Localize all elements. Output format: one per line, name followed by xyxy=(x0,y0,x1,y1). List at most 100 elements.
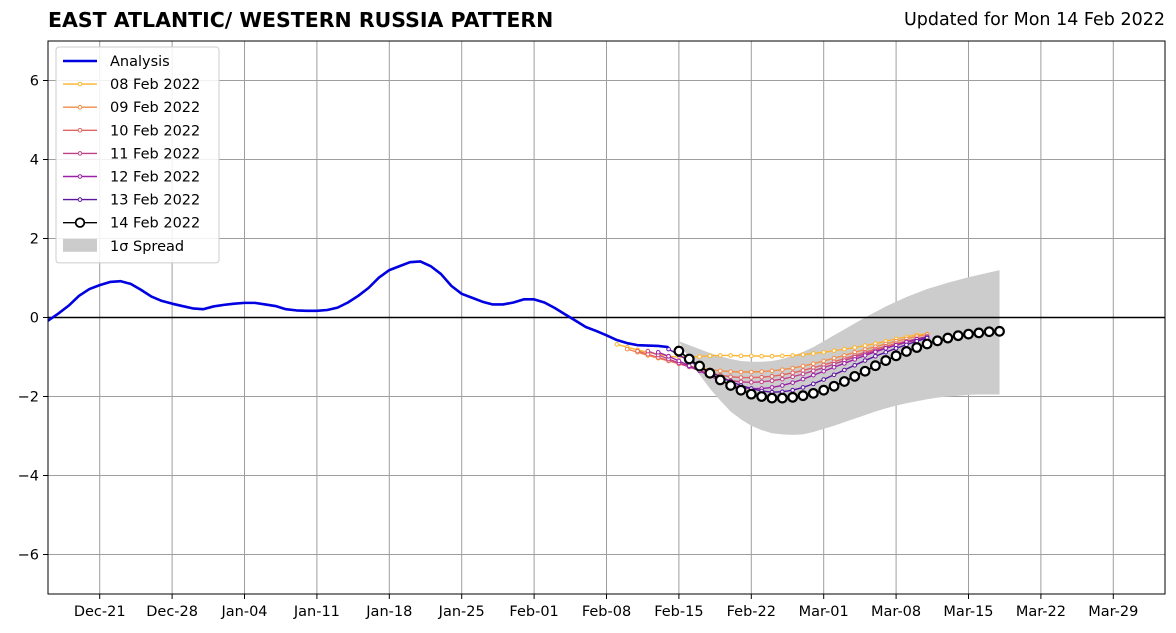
y-tick-label: 0 xyxy=(30,311,39,327)
series-point xyxy=(728,369,733,374)
series-point xyxy=(769,353,775,359)
series-point xyxy=(694,360,705,372)
legend-entry: 14 Feb 2022 xyxy=(63,216,200,232)
series-point xyxy=(748,379,754,385)
series-point xyxy=(849,370,861,382)
legend-marker xyxy=(74,217,86,228)
series-point xyxy=(800,376,806,382)
series-point xyxy=(859,365,871,377)
series-point xyxy=(759,369,764,374)
series-point xyxy=(821,377,826,382)
x-tick-label: Jan-04 xyxy=(220,604,267,620)
series-point xyxy=(811,361,816,367)
series-point xyxy=(714,374,726,386)
series-point xyxy=(769,374,775,379)
series-point xyxy=(818,384,830,396)
series-14-feb-2022 xyxy=(673,325,1005,404)
series-point xyxy=(973,327,985,339)
series-point xyxy=(686,363,692,368)
legend-label: 11 Feb 2022 xyxy=(110,146,200,162)
series-point xyxy=(738,375,744,380)
series-point xyxy=(862,343,868,348)
y-tick-label: 6 xyxy=(30,74,39,90)
series-point xyxy=(921,338,933,350)
series-point xyxy=(890,350,902,362)
series-point xyxy=(756,391,768,402)
series-point xyxy=(683,353,695,365)
series-point xyxy=(811,372,816,378)
legend-entry: 10 Feb 2022 xyxy=(63,123,200,139)
series-point xyxy=(932,335,943,347)
x-tick-label: Feb-08 xyxy=(582,604,631,620)
x-tick-label: Feb-22 xyxy=(727,604,776,620)
series-point xyxy=(728,374,733,380)
series-point xyxy=(748,353,754,359)
series-point xyxy=(852,357,858,362)
x-tick-label: Mar-08 xyxy=(871,604,921,620)
series-point xyxy=(769,368,775,374)
series-point xyxy=(780,367,785,372)
series-point xyxy=(852,345,858,350)
series-point xyxy=(780,376,785,382)
series-point xyxy=(838,376,850,387)
series-point xyxy=(983,326,995,338)
legend-entry: 13 Feb 2022 xyxy=(63,193,200,209)
series-point xyxy=(800,385,806,390)
legend-label: 1σ Spread xyxy=(110,239,184,255)
series-point xyxy=(883,346,889,351)
spread-band xyxy=(678,270,1000,435)
x-tick-label: Feb-15 xyxy=(654,604,703,620)
x-tick-label: Dec-28 xyxy=(146,604,198,620)
legend-marker xyxy=(77,81,83,87)
series-point xyxy=(852,362,858,368)
series-point xyxy=(759,353,764,359)
x-tick-label: Jan-18 xyxy=(365,604,412,620)
y-tick-label: −4 xyxy=(18,469,39,485)
legend-entry: 11 Feb 2022 xyxy=(63,146,200,162)
series-point xyxy=(800,352,806,357)
series-point xyxy=(766,392,778,404)
series-point xyxy=(831,372,837,378)
x-tick-label: Mar-22 xyxy=(1016,604,1066,620)
series-point xyxy=(880,355,892,366)
legend-marker xyxy=(77,151,83,156)
legend-box xyxy=(55,46,220,264)
legend-swatch xyxy=(63,238,97,252)
series-point xyxy=(748,369,754,375)
x-tick-label: Feb-01 xyxy=(509,604,558,620)
series-point xyxy=(952,330,964,342)
legend-entry: 09 Feb 2022 xyxy=(63,100,200,116)
series-point xyxy=(780,353,785,359)
x-tick-label: Jan-11 xyxy=(293,604,340,620)
series-point xyxy=(728,353,733,358)
legend-entry: 08 Feb 2022 xyxy=(63,77,200,93)
series-point xyxy=(707,353,713,359)
series-point xyxy=(873,353,878,359)
series-point xyxy=(790,374,795,380)
series-point xyxy=(790,353,795,358)
series-point xyxy=(624,346,630,352)
x-tick-label: Dec-21 xyxy=(74,604,126,620)
series-point xyxy=(821,368,826,374)
series-point xyxy=(790,387,795,393)
series-point xyxy=(790,365,795,371)
legend-entry: 12 Feb 2022 xyxy=(63,170,200,186)
x-tick-label: Mar-29 xyxy=(1088,604,1138,620)
series-point xyxy=(780,383,785,388)
analysis-line xyxy=(48,260,669,349)
x-tick-label: Jan-25 xyxy=(438,604,485,620)
legend-label: 13 Feb 2022 xyxy=(110,193,200,209)
series-point xyxy=(745,388,757,400)
legend-label: 14 Feb 2022 xyxy=(110,216,200,232)
series-point xyxy=(704,367,716,379)
series-point xyxy=(780,372,785,378)
series-point xyxy=(811,351,816,356)
series-point xyxy=(811,381,816,387)
legend-label: 10 Feb 2022 xyxy=(110,123,200,139)
series-point xyxy=(821,349,826,355)
series-point xyxy=(759,379,764,385)
legend-label: 12 Feb 2022 xyxy=(110,170,200,186)
legend-label: 09 Feb 2022 xyxy=(110,100,200,116)
legend: Analysis 08 Feb 2022 09 Feb 2022 10 Feb 202… xyxy=(55,46,220,264)
